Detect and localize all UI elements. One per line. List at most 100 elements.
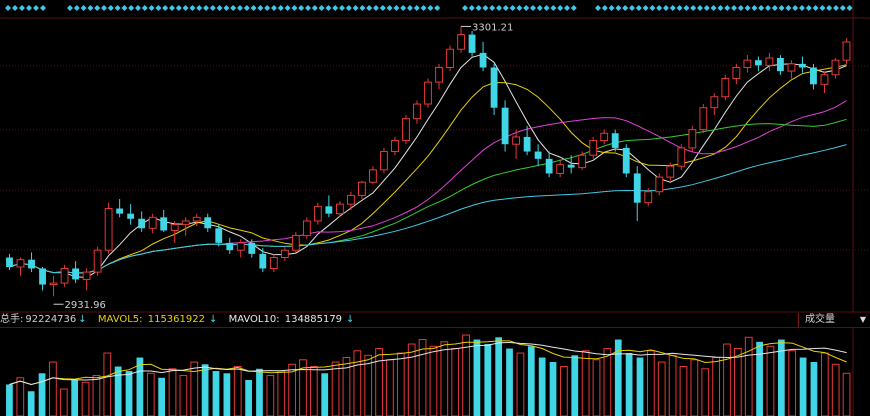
candle-body [215,228,223,243]
volume-bar [473,339,481,416]
candle-body [567,164,575,168]
volume-bar [27,391,35,416]
signal-diamond [731,5,737,11]
price-chart: 3301.21 2931.96 [0,0,870,313]
volume-bar [657,361,666,416]
signal-diamond [502,5,509,11]
signal-diamond [271,5,277,11]
signal-diamond [717,5,724,11]
candle-body [600,132,609,142]
volume-ma-line [9,340,847,386]
candle-body [721,77,730,98]
signal-diamond [649,5,656,11]
volume-bar [245,380,252,416]
volume-bar [451,348,460,416]
signal-diamond [778,5,785,11]
volume-bar [581,350,590,416]
signal-diamond [710,5,717,11]
signal-diamond [284,5,291,11]
volume-bar [723,343,731,416]
signal-diamond [826,5,833,11]
signal-diamond [683,5,690,11]
volume-bar [266,375,275,416]
extreme-annotations: 3301.21 2931.96 [53,22,513,311]
candle-body [325,206,333,214]
signal-diamond [339,5,345,11]
candle-body [148,216,157,229]
candle-body [204,217,212,229]
volume-bar [331,361,340,416]
signal-diamond [175,5,182,11]
signal-diamond [737,5,744,11]
signal-diamond [557,5,564,11]
volume-bar [136,357,144,416]
candle-body [754,60,762,66]
candle-body [699,107,708,131]
candle-body [820,74,829,85]
volume-bar [288,363,296,416]
volume-bar [625,353,633,416]
signal-diamond [608,5,615,11]
volume-bar [799,357,807,416]
candle-body [291,235,300,251]
signal-diamond [758,5,765,11]
signal-diamond [33,5,39,11]
ma-line [9,64,847,274]
candle-body [468,34,476,53]
volume-ma-line [9,341,847,386]
signal-diamond [530,5,536,11]
candle-body [501,107,509,145]
signal-diamond [264,5,271,11]
candle-body [402,118,410,142]
signal-diamond [101,5,107,11]
mavol5-label: MAVOL5: 115361922 [98,314,207,325]
candle-body [633,173,641,203]
signal-diamond [121,5,128,11]
signal-diamond [40,5,46,11]
candle-body [446,48,454,68]
volume-bar [309,366,318,416]
signal-diamond [570,5,577,11]
indicator-select[interactable]: 成交量 ▼ [798,313,870,327]
signal-diamond [805,5,812,11]
signal-diamond [26,5,32,11]
volume-bar [842,372,851,416]
signal-diamond [468,5,475,11]
signal-diamond [792,5,799,11]
signal-diamond [94,5,101,11]
signal-diamond [379,5,386,11]
signal-diamond [622,5,629,11]
total-volume-label: 总手: [0,314,24,325]
volume-bar [571,355,579,416]
signal-diamond [223,5,230,11]
volume-bar [788,350,797,416]
mavol10-label: MAVOL10: 134885179 [229,314,344,325]
candle-body [545,158,553,174]
candle-body [116,208,124,214]
candle-body [622,147,630,174]
signal-diamond [189,5,196,11]
candle-body [578,154,587,169]
volume-bar [233,366,242,416]
volume-bar [440,341,449,416]
volume-bar [125,371,133,416]
volume-bar [71,380,79,416]
candle-body [589,140,598,156]
top-signal-markers [5,5,853,11]
signal-diamond [243,5,250,11]
candle-body [523,136,531,152]
candle-body [60,267,69,284]
signal-diamond [87,5,94,11]
volume-bar [603,348,612,416]
signal-diamond [656,5,663,11]
signal-diamond [332,5,339,11]
candle-body [313,205,322,222]
signal-diamond [785,5,792,11]
candle-body [335,203,344,215]
candle-body [655,176,664,193]
mavol5-value: 115361922 [147,314,205,325]
volume-bar [766,345,775,416]
chevron-down-icon: ▼ [859,315,866,324]
volume-bar [407,343,416,416]
volume-bar [484,344,492,416]
